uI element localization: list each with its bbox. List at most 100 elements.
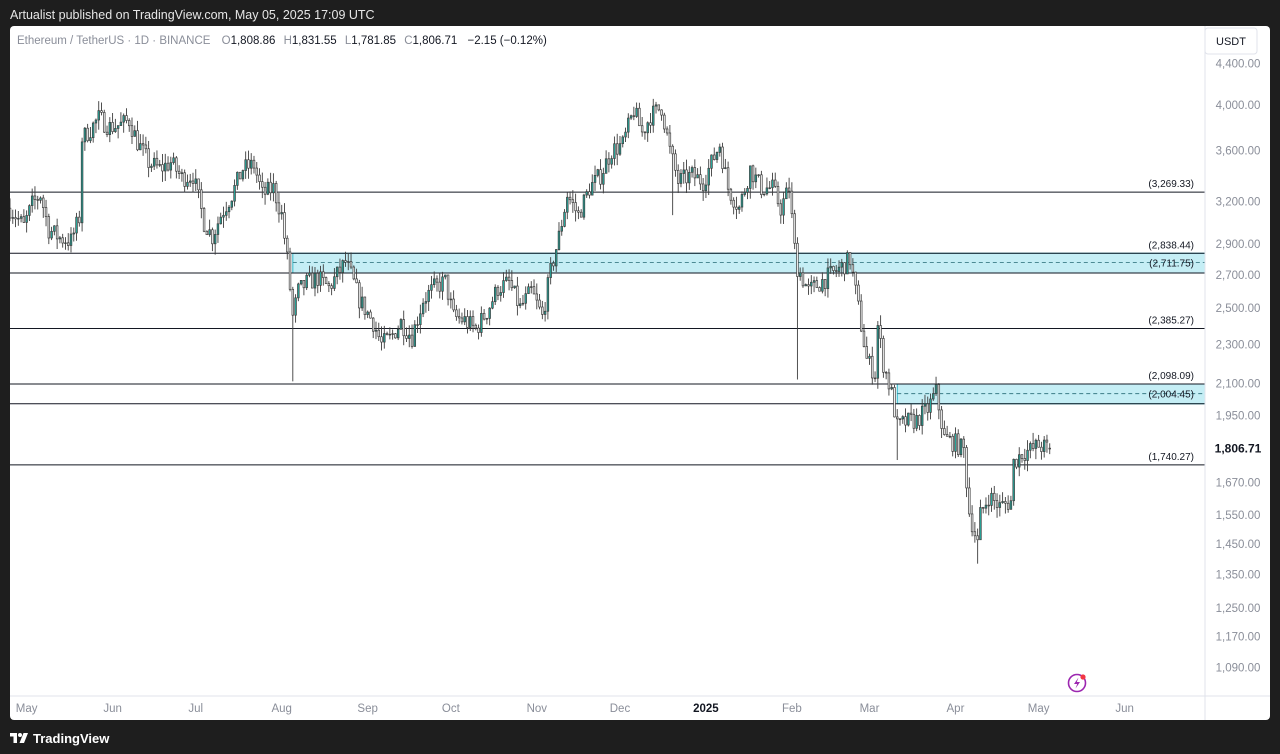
candle — [186, 174, 189, 190]
candle — [615, 133, 619, 166]
candle — [266, 178, 270, 196]
currency-badge[interactable]: USDT — [1204, 27, 1258, 55]
candle — [665, 126, 669, 136]
candle — [369, 309, 372, 319]
candle — [801, 267, 805, 288]
candle — [455, 304, 458, 321]
candle — [14, 209, 17, 228]
price-tick-16: 1,170.00 — [1216, 632, 1261, 644]
candle — [28, 204, 31, 222]
time-tick-5: Oct — [442, 703, 461, 715]
candle — [693, 159, 697, 187]
candle — [477, 324, 480, 340]
candle — [951, 433, 954, 457]
candle — [591, 174, 594, 196]
time-tick-13: Jun — [1115, 703, 1134, 715]
legend-close-value: 1,806.71 — [413, 35, 458, 47]
candle — [89, 126, 92, 144]
time-tick-0: May — [16, 703, 38, 715]
candle — [968, 477, 971, 517]
candle — [918, 414, 921, 431]
candle — [701, 178, 705, 201]
candle — [64, 237, 67, 250]
candle — [724, 158, 727, 170]
candle — [879, 315, 882, 349]
publish-info: Artualist published on TradingView.com, … — [10, 8, 375, 22]
candle — [457, 308, 461, 324]
candle — [47, 213, 51, 245]
candle — [391, 329, 394, 340]
candle — [552, 260, 555, 271]
candle — [352, 265, 356, 281]
price-tick-3: 3,200.00 — [1216, 196, 1261, 208]
candle — [269, 172, 272, 201]
candle — [965, 445, 968, 498]
candle — [272, 173, 275, 202]
candle — [765, 177, 769, 196]
candle — [238, 171, 242, 180]
candle — [313, 266, 317, 297]
candle — [887, 368, 891, 396]
candle — [818, 286, 821, 292]
candle — [851, 258, 855, 277]
candle — [222, 206, 225, 228]
candles-layer — [10, 98, 1051, 564]
candle — [782, 191, 785, 224]
candle — [646, 121, 649, 142]
price-tick-0: 4,400.00 — [1216, 59, 1261, 71]
price-tick-7: 2,300.00 — [1216, 339, 1261, 351]
candle — [507, 269, 511, 291]
candle — [297, 282, 300, 302]
candle — [768, 181, 771, 190]
candle — [660, 109, 663, 121]
candle — [408, 325, 411, 348]
price-tick-15: 1,250.00 — [1216, 603, 1261, 615]
candle — [10, 198, 12, 222]
candle — [119, 112, 123, 126]
legend-close-label: C — [404, 35, 412, 47]
candle — [915, 408, 918, 432]
candle — [166, 156, 170, 172]
candle — [596, 168, 600, 178]
candle — [194, 169, 197, 191]
candle — [385, 331, 389, 336]
candle — [213, 229, 217, 255]
candle — [80, 137, 84, 232]
candle — [876, 321, 880, 389]
time-axis[interactable]: May Jun Jul Aug Sep Oct Nov Dec 2025 Feb Mar Apr May… — [16, 703, 1134, 715]
candle — [441, 271, 444, 300]
candle — [383, 325, 386, 349]
candle — [629, 114, 633, 120]
tradingview-logo[interactable]: TradingView — [10, 729, 109, 747]
candle — [970, 505, 974, 537]
candle — [75, 212, 78, 241]
candle — [377, 322, 380, 341]
candle — [305, 273, 308, 291]
candle — [25, 210, 28, 233]
price-chart[interactable]: (3,269.33) (2,838.44) (2,711.75) (2,385.27)… — [10, 26, 1270, 720]
candle — [183, 169, 186, 193]
candle — [937, 383, 941, 420]
price-tick-1: 4,000.00 — [1216, 100, 1261, 112]
price-axis[interactable]: 4,400.00 4,000.00 3,600.00 3,200.00 2,900.00… — [1215, 59, 1262, 675]
candle — [812, 276, 816, 293]
candle — [893, 384, 896, 418]
candle — [613, 136, 616, 166]
candle — [344, 251, 347, 267]
candle — [388, 327, 392, 340]
price-tick-17: 1,090.00 — [1216, 662, 1261, 674]
candle — [854, 271, 857, 295]
candle — [638, 102, 641, 127]
lightning-icon[interactable] — [1067, 673, 1087, 693]
chart-panel[interactable]: (3,269.33) (2,838.44) (2,711.75) (2,385.27)… — [10, 26, 1270, 720]
candle — [821, 272, 824, 294]
candle — [707, 159, 710, 196]
candle — [635, 102, 638, 118]
candle — [685, 159, 688, 193]
candle — [200, 182, 203, 219]
candle — [721, 142, 724, 174]
tradingview-logo-icon — [10, 733, 28, 743]
candle — [710, 154, 713, 177]
candle — [798, 267, 802, 281]
time-tick-10: Mar — [860, 703, 880, 715]
